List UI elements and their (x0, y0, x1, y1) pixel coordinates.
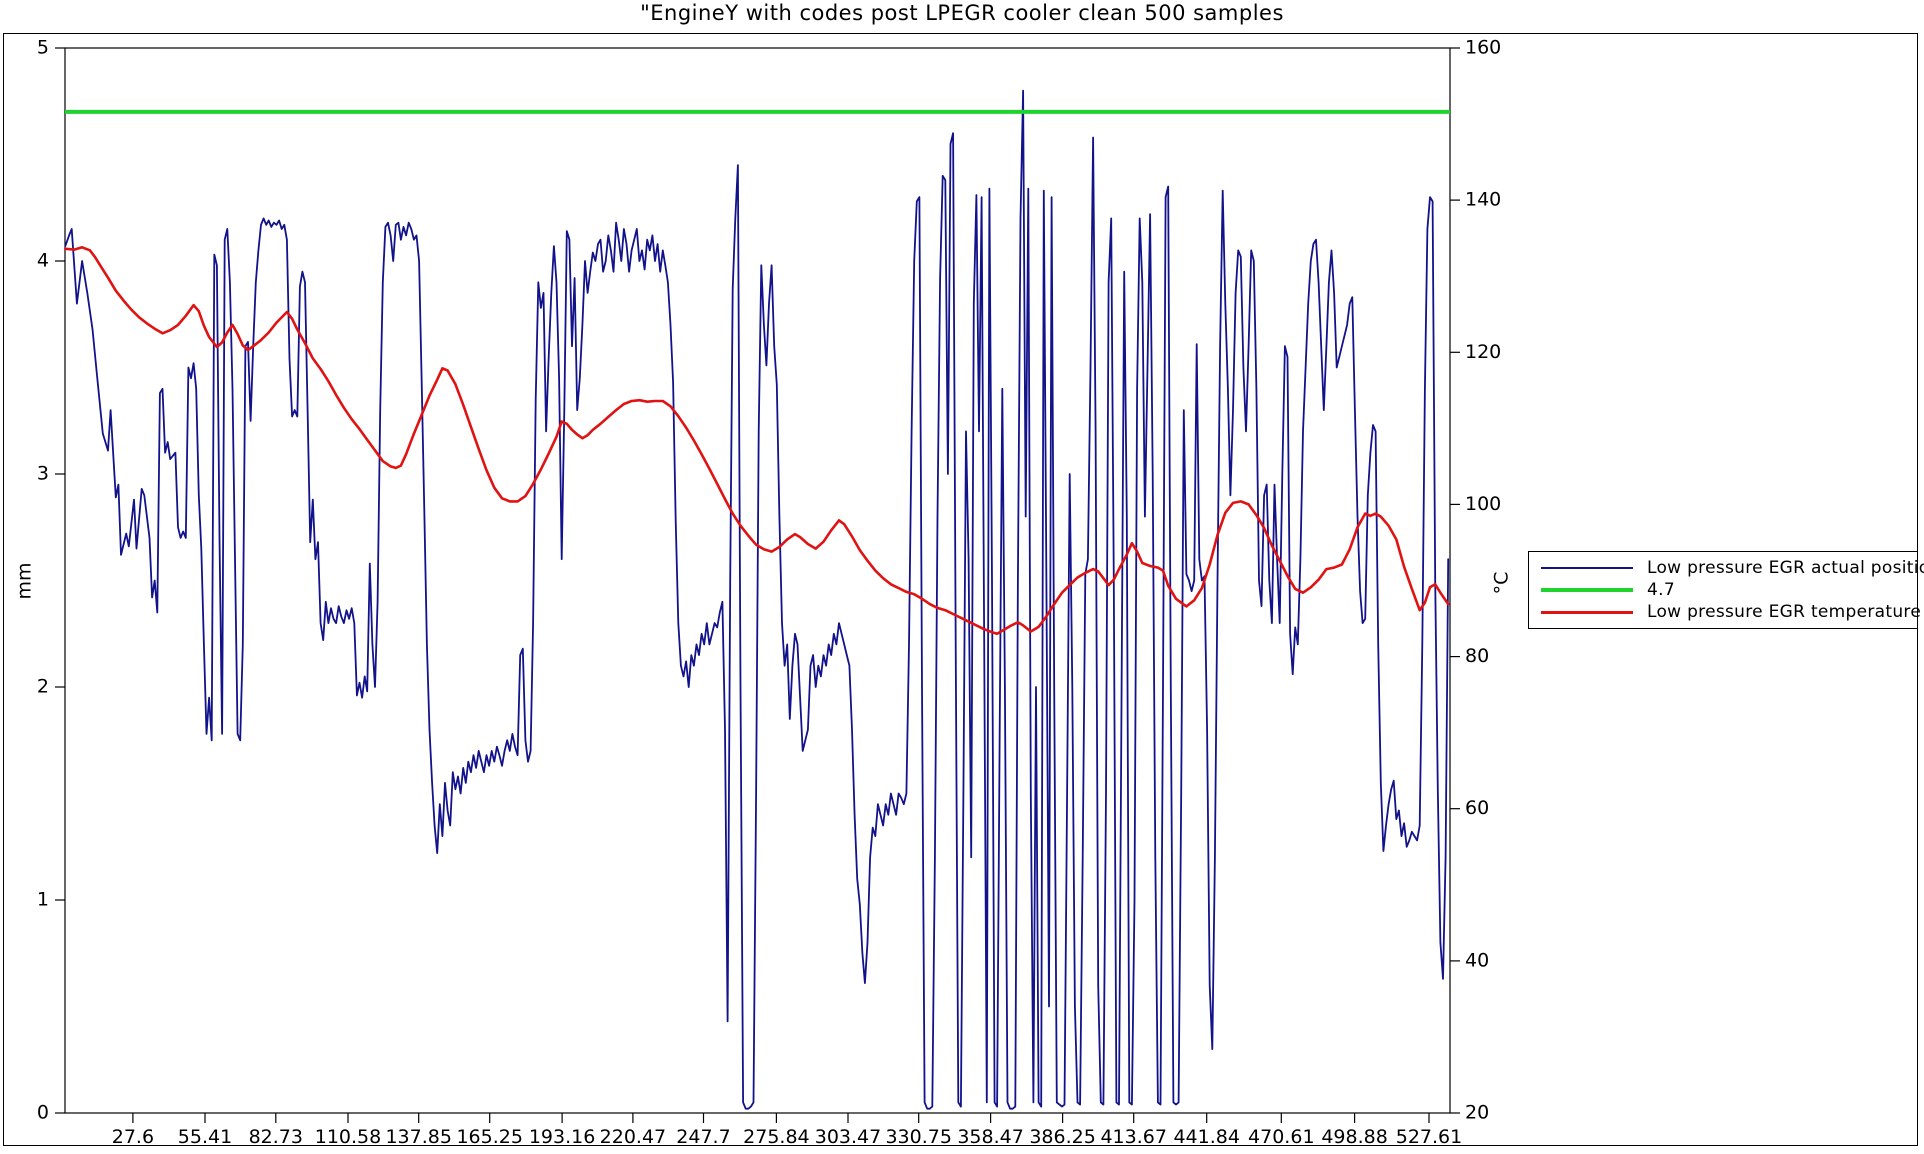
legend: Low pressure EGR actual position 4.7 Low… (1528, 551, 1924, 629)
svg-text:82.73: 82.73 (249, 1126, 303, 1148)
svg-text:40: 40 (1465, 949, 1489, 971)
svg-text:80: 80 (1465, 645, 1489, 667)
svg-text:413.67: 413.67 (1100, 1126, 1166, 1148)
svg-text:4: 4 (37, 250, 49, 272)
svg-text:60: 60 (1465, 797, 1489, 819)
y-axis-label-right: °C (1490, 571, 1513, 595)
svg-text:247.7: 247.7 (676, 1126, 730, 1148)
svg-text:137.85: 137.85 (385, 1126, 451, 1148)
svg-text:55.41: 55.41 (178, 1126, 232, 1148)
svg-text:5: 5 (37, 37, 49, 59)
legend-item: Low pressure EGR temperature (1541, 601, 1921, 623)
svg-text:470.61: 470.61 (1248, 1126, 1314, 1148)
svg-text:303.47: 303.47 (815, 1126, 881, 1148)
svg-text:330.75: 330.75 (885, 1126, 951, 1148)
svg-text:275.84: 275.84 (743, 1126, 809, 1148)
svg-text:441.84: 441.84 (1173, 1126, 1239, 1148)
svg-text:527.61: 527.61 (1396, 1126, 1462, 1148)
legend-item: Low pressure EGR actual position (1541, 557, 1924, 579)
x-axis: 27.6 55.41 82.73 110.58 137.85 165.25 193.16 22… (112, 1113, 1462, 1148)
svg-text:193.16: 193.16 (529, 1126, 595, 1148)
svg-text:100: 100 (1465, 493, 1501, 515)
svg-text:110.58: 110.58 (315, 1126, 381, 1148)
y-axis-label-left: mm (13, 562, 36, 600)
chart-title: "EngineY with codes post LPEGR cooler cl… (640, 1, 1284, 25)
legend-label: Low pressure EGR temperature (1647, 602, 1922, 622)
svg-text:386.25: 386.25 (1029, 1126, 1095, 1148)
svg-text:1: 1 (37, 889, 49, 911)
svg-text:2: 2 (37, 676, 49, 698)
legend-line-temperature (1541, 610, 1633, 614)
legend-label: 4.7 (1647, 580, 1675, 600)
svg-text:140: 140 (1465, 189, 1501, 211)
plot-area (64, 47, 1451, 1114)
svg-text:3: 3 (37, 463, 49, 485)
svg-text:27.6: 27.6 (112, 1126, 154, 1148)
svg-text:220.47: 220.47 (600, 1126, 666, 1148)
svg-text:120: 120 (1465, 341, 1501, 363)
svg-text:160: 160 (1465, 37, 1501, 59)
svg-text:0: 0 (37, 1102, 49, 1124)
svg-text:498.88: 498.88 (1321, 1126, 1387, 1148)
legend-line-setpoint-4-7 (1541, 588, 1633, 592)
series-line-low-pressure-egr-temperature (64, 246, 1450, 636)
svg-text:20: 20 (1465, 1102, 1489, 1124)
y-axis-right: 20 40 60 80 100 120 140 160 (1450, 37, 1501, 1124)
series-line-low-pressure-egr-actual-position (64, 89, 1450, 1110)
y-axis-left: 0 1 2 3 4 5 (37, 37, 65, 1124)
svg-text:165.25: 165.25 (456, 1126, 522, 1148)
legend-line-actual-position (1541, 567, 1633, 569)
svg-text:358.47: 358.47 (957, 1126, 1023, 1148)
legend-label: Low pressure EGR actual position (1647, 558, 1924, 578)
legend-item: 4.7 (1541, 579, 1909, 601)
